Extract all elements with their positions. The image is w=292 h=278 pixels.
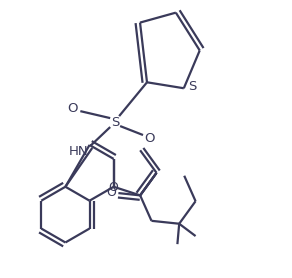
Text: O: O [145, 131, 155, 145]
Text: HN: HN [69, 145, 88, 158]
Text: O: O [67, 102, 78, 115]
Text: O: O [107, 186, 117, 199]
Text: S: S [189, 80, 197, 93]
Text: O: O [109, 181, 119, 194]
Text: S: S [111, 116, 119, 129]
